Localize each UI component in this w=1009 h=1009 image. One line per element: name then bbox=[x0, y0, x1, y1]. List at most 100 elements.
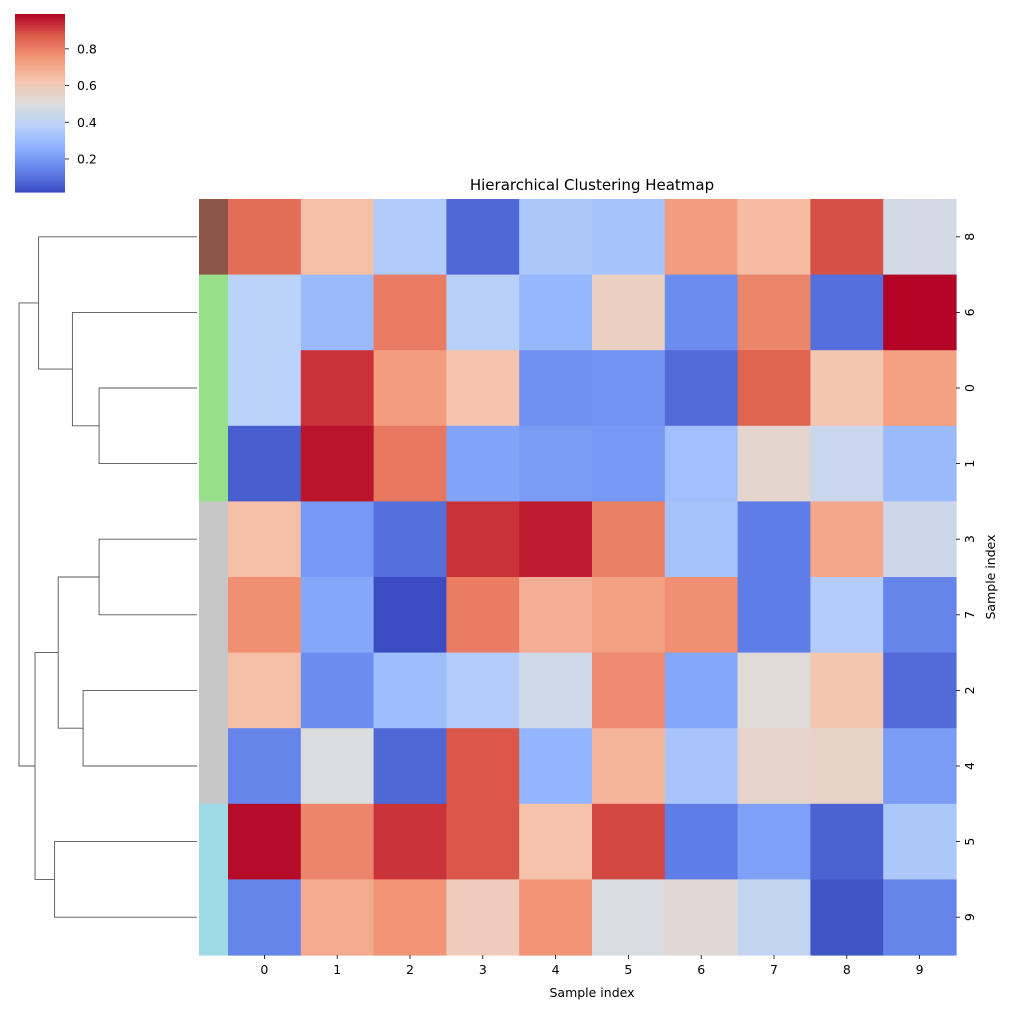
colorbar-segment bbox=[15, 51, 65, 54]
colorbar-segment bbox=[15, 37, 65, 40]
heatmap-cell bbox=[373, 577, 447, 654]
colorbar-segment bbox=[15, 125, 65, 128]
colorbar-segment bbox=[15, 119, 65, 122]
heatmap-cell bbox=[664, 199, 739, 276]
y-tick-label: 0 bbox=[962, 384, 977, 392]
y-tick-label: 6 bbox=[962, 308, 977, 316]
colorbar-segment bbox=[15, 175, 65, 178]
colorbar-segment bbox=[15, 111, 65, 114]
heatmap-cell bbox=[519, 350, 593, 427]
colorbar-segment bbox=[15, 95, 65, 98]
colorbar-segment bbox=[15, 160, 65, 163]
heatmap-cell bbox=[737, 728, 811, 805]
dendrogram-link bbox=[98, 538, 197, 616]
heatmap-cell bbox=[446, 652, 520, 729]
heatmap-cell bbox=[883, 350, 957, 427]
heatmap-cell bbox=[228, 199, 302, 276]
dendrogram-link bbox=[38, 236, 197, 370]
heatmap-cell bbox=[592, 199, 666, 276]
heatmap-cell bbox=[883, 803, 957, 880]
x-tick-label: 4 bbox=[552, 962, 560, 977]
heatmap-cell bbox=[592, 274, 666, 351]
row-color-cell bbox=[199, 577, 228, 654]
heatmap-cell bbox=[664, 350, 739, 427]
colorbar-segment bbox=[15, 89, 65, 92]
colorbar-segment bbox=[15, 151, 65, 155]
heatmap-cell bbox=[300, 728, 375, 805]
heatmap-cell bbox=[592, 803, 666, 880]
colorbar-segment bbox=[15, 71, 65, 74]
heatmap-cell bbox=[810, 803, 884, 880]
x-tick-label: 3 bbox=[479, 962, 487, 977]
colorbar-segment bbox=[15, 49, 65, 52]
colorbar-segment bbox=[15, 110, 65, 113]
heatmap-cell bbox=[300, 274, 375, 351]
y-tick-label: 8 bbox=[962, 233, 977, 241]
colorbar-segment bbox=[15, 183, 65, 186]
colorbar-segment bbox=[15, 54, 65, 57]
colorbar-tick-label: 0.2 bbox=[77, 151, 97, 166]
heatmap-cell bbox=[592, 879, 666, 956]
colorbar-segment bbox=[15, 77, 65, 80]
colorbar-segment bbox=[15, 16, 65, 20]
heatmap-cell bbox=[664, 425, 739, 502]
colorbar-segment bbox=[15, 138, 65, 141]
colorbar-tick-label: 0.6 bbox=[77, 78, 97, 93]
colorbar-segment bbox=[15, 15, 65, 18]
heatmap-cell bbox=[883, 652, 957, 729]
dendrogram-link bbox=[98, 387, 197, 465]
heatmap-cell bbox=[592, 501, 666, 578]
heatmap-cell bbox=[810, 425, 884, 502]
colorbar-segment bbox=[15, 178, 65, 181]
heatmap-cell bbox=[810, 728, 884, 805]
row-color-cell bbox=[199, 425, 228, 502]
heatmap-cell bbox=[300, 501, 375, 578]
heatmap-cell bbox=[300, 879, 375, 956]
colorbar-segment bbox=[15, 114, 65, 117]
colorbar-segment bbox=[15, 104, 65, 107]
x-tick-label: 7 bbox=[770, 962, 778, 977]
colorbar-segment bbox=[15, 67, 65, 70]
heatmap-cell bbox=[592, 350, 666, 427]
heatmap-cell bbox=[300, 577, 375, 654]
heatmap-cell bbox=[373, 501, 447, 578]
colorbar-segment bbox=[15, 43, 65, 46]
colorbar-segment bbox=[15, 98, 65, 101]
heatmap-cell bbox=[737, 652, 811, 729]
colorbar-segment bbox=[15, 94, 65, 97]
y-axis-label: Sample index bbox=[983, 534, 998, 619]
colorbar-segment bbox=[15, 57, 65, 60]
heatmap-cell bbox=[519, 728, 593, 805]
colorbar-segment bbox=[15, 150, 65, 153]
heatmap-cell bbox=[519, 652, 593, 729]
colorbar-segment bbox=[15, 21, 65, 24]
y-tick-label: 2 bbox=[962, 686, 977, 694]
heatmap-grid bbox=[228, 199, 957, 956]
heatmap-cell bbox=[519, 803, 593, 880]
heatmap-cell bbox=[519, 425, 593, 502]
colorbar-segment bbox=[15, 189, 65, 192]
heatmap-cell bbox=[228, 501, 302, 578]
heatmap-cell bbox=[446, 350, 520, 427]
heatmap-cell bbox=[737, 577, 811, 654]
heatmap-cell bbox=[519, 274, 593, 351]
heatmap-cell bbox=[446, 274, 520, 351]
colorbar-segment bbox=[15, 88, 65, 91]
colorbar-segment bbox=[15, 103, 65, 106]
x-tick-label: 8 bbox=[843, 962, 851, 977]
colorbar-segment bbox=[15, 186, 65, 189]
colorbar-segment bbox=[15, 25, 65, 28]
colorbar-segment bbox=[15, 14, 65, 17]
colorbar-segment bbox=[15, 172, 65, 175]
colorbar-segment bbox=[15, 65, 65, 68]
y-tick-label: 3 bbox=[962, 535, 977, 543]
heatmap-cell bbox=[810, 577, 884, 654]
heatmap-cell bbox=[446, 577, 520, 654]
colorbar-segment bbox=[15, 147, 65, 150]
colorbar-segment bbox=[15, 46, 65, 49]
colorbar-segment bbox=[15, 117, 65, 120]
colorbar-segment bbox=[15, 120, 65, 123]
heatmap-cell bbox=[373, 425, 447, 502]
heatmap-cell bbox=[373, 879, 447, 956]
colorbar-segment bbox=[15, 163, 65, 166]
